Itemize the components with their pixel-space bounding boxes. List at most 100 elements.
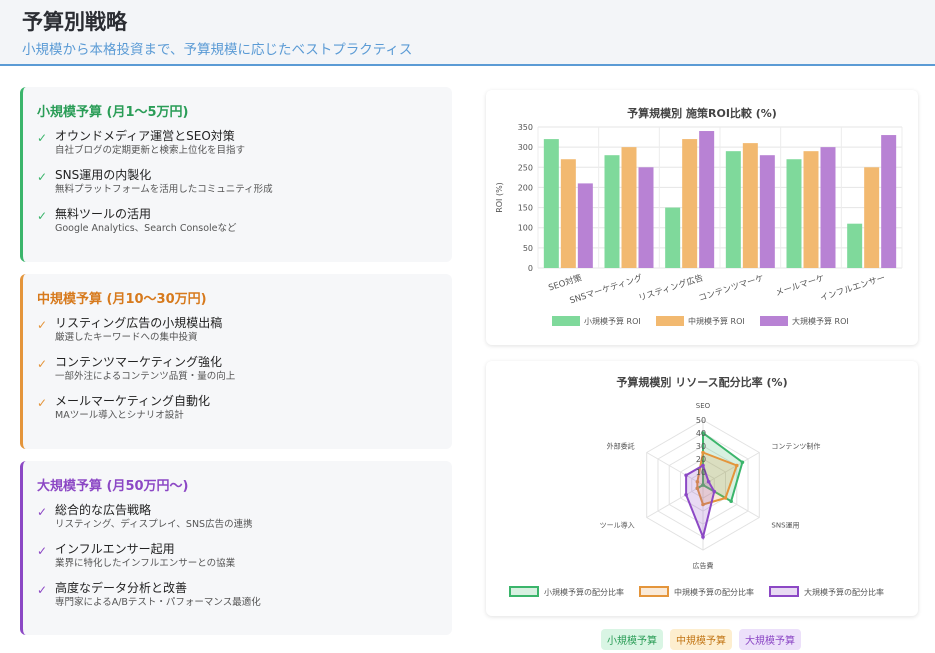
x-tick-label: リスティング広告 bbox=[637, 272, 705, 303]
y-tick-label: 200 bbox=[518, 183, 533, 192]
check-icon: ✓ bbox=[37, 505, 48, 519]
list-item: ✓ オウンドメディア運営とSEO対策 自社ブログの定期更新と検索上位化を目指す bbox=[37, 128, 440, 158]
badge-large-budget: 大規模予算 bbox=[739, 629, 801, 650]
radar-axis-label: ツール導入 bbox=[600, 521, 635, 530]
legend-label: 中規模予算の配分比率 bbox=[674, 587, 754, 597]
bar bbox=[638, 167, 654, 268]
x-tick-label: コンテンツマーケ bbox=[697, 273, 765, 304]
item-desc: 無料プラットフォームを活用したコミュニティ形成 bbox=[55, 184, 273, 195]
r-tick-label: 40 bbox=[696, 429, 706, 438]
card-title: 小規模予算 (月1〜5万円) bbox=[37, 105, 189, 120]
radar-axis-label: SEO bbox=[696, 402, 711, 410]
list-item: ✓ コンテンツマーケティング強化 一部外注によるコンテンツ品質・量の向上 bbox=[37, 354, 440, 384]
list-item: ✓ 総合的な広告戦略リスティング、ディスプレイ、SNS広告の連携 bbox=[37, 502, 440, 532]
radar-spoke bbox=[646, 452, 704, 486]
y-tick-label: 0 bbox=[528, 264, 533, 273]
check-icon: ✓ bbox=[37, 396, 48, 410]
chart-title: 予算規模別 施策ROI比較 (%) bbox=[627, 106, 777, 120]
list-item: ✓ メールマーケティング自動化 MAツール導入とシナリオ設計 bbox=[37, 393, 440, 423]
badge-medium-budget: 中規模予算 bbox=[670, 629, 732, 650]
check-icon: ✓ bbox=[37, 131, 48, 145]
y-tick-label: 50 bbox=[523, 244, 533, 253]
check-icon: ✓ bbox=[37, 209, 48, 223]
legend-swatch bbox=[509, 586, 539, 597]
check-icon: ✓ bbox=[37, 583, 48, 597]
radar-point bbox=[729, 499, 733, 504]
chart-title: 予算規模別 リソース配分比率 (%) bbox=[616, 375, 787, 389]
legend-label: 小規模予算 ROI bbox=[584, 316, 641, 326]
y-tick-label: 250 bbox=[518, 163, 533, 172]
radar-point bbox=[695, 486, 700, 491]
item-desc: Google Analytics、Search Consoleなど bbox=[55, 223, 237, 234]
r-tick-label: 50 bbox=[696, 416, 706, 425]
item-title: 高度なデータ分析と改善 bbox=[55, 581, 188, 595]
legend-swatch bbox=[760, 316, 788, 326]
radar-point bbox=[701, 502, 705, 507]
bar bbox=[786, 159, 802, 268]
item-desc: MAツール導入とシナリオ設計 bbox=[55, 410, 184, 421]
radar-spoke bbox=[646, 484, 704, 518]
legend-label: 大規模予算の配分比率 bbox=[804, 587, 884, 597]
item-title: SNS運用の内製化 bbox=[55, 168, 152, 182]
item-desc: 専門家によるA/Bテスト・パフォーマンス最適化 bbox=[55, 597, 261, 608]
check-icon: ✓ bbox=[37, 357, 48, 371]
item-desc: 厳選したキーワードへの集中投資 bbox=[55, 332, 198, 343]
card-medium-budget: 中規模予算 (月10〜30万円) ✓ リスティング広告の小規模出稿 厳選したキーワ… bbox=[20, 274, 452, 449]
radar-point bbox=[712, 489, 717, 494]
x-tick-label: SEO対策 bbox=[547, 272, 584, 293]
item-desc: リスティング、ディスプレイ、SNS広告の連携 bbox=[55, 519, 253, 530]
item-title: メールマーケティング自動化 bbox=[55, 394, 211, 408]
bar bbox=[742, 143, 758, 268]
list-item: ✓ インフルエンサー起用 業界に特化したインフルエンサーとの協業 bbox=[37, 541, 440, 571]
card-small-budget: 小規模予算 (月1〜5万円) ✓ オウンドメディア運営とSEO対策 自社ブログの定… bbox=[20, 87, 452, 262]
radar-point bbox=[740, 460, 745, 465]
legend-label: 大規模予算 ROI bbox=[792, 316, 849, 326]
x-tick-label: メールマーケ bbox=[774, 273, 826, 298]
check-icon: ✓ bbox=[37, 318, 48, 332]
radar-point bbox=[701, 535, 705, 539]
list-item: ✓ 無料ツールの活用 Google Analytics、Search Consol… bbox=[37, 206, 440, 236]
page-subtitle: 小規模から本格投資まで、予算規模に応じたベストプラクティス bbox=[22, 42, 413, 58]
y-axis-label: ROI (%) bbox=[495, 182, 504, 213]
radar-point bbox=[684, 492, 688, 497]
radar-point bbox=[701, 431, 705, 435]
y-tick-label: 300 bbox=[518, 143, 533, 152]
bar bbox=[604, 155, 620, 268]
legend-swatch bbox=[639, 586, 669, 597]
resource-radar-chart: 予算規模別 リソース配分比率 (%) 10 20 30 40 50 SEO コンテンツ制作 SN… bbox=[509, 375, 884, 597]
roi-bar-chart: 予算規模別 施策ROI比較 (%) 0 50 100 150 200 250 300 350 RO… bbox=[495, 106, 903, 326]
page-header: 予算別戦略 小規模から本格投資まで、予算規模に応じたベストプラクティス bbox=[0, 0, 935, 66]
bar bbox=[759, 155, 775, 268]
radar-point bbox=[684, 473, 688, 478]
r-tick-label: 30 bbox=[696, 442, 706, 451]
item-title: インフルエンサー起用 bbox=[55, 542, 175, 556]
item-title: リスティング広告の小規模出稿 bbox=[55, 316, 223, 330]
radar-point bbox=[734, 463, 739, 468]
bar bbox=[543, 139, 559, 268]
legend-label: 小規模予算の配分比率 bbox=[544, 587, 624, 597]
item-title: 無料ツールの活用 bbox=[55, 207, 152, 221]
item-desc: 業界に特化したインフルエンサーとの協業 bbox=[55, 558, 236, 569]
radar-point bbox=[701, 483, 705, 487]
radar-point bbox=[723, 496, 728, 500]
bar bbox=[665, 207, 681, 268]
list-item: ✓ リスティング広告の小規模出稿 厳選したキーワードへの集中投資 bbox=[37, 315, 440, 345]
bar bbox=[577, 183, 593, 268]
bar bbox=[803, 151, 819, 268]
card-title: 中規模予算 (月10〜30万円) bbox=[37, 292, 207, 307]
check-icon: ✓ bbox=[37, 170, 48, 184]
legend-swatch bbox=[769, 586, 799, 597]
radar-point bbox=[695, 479, 700, 484]
item-desc: 一部外注によるコンテンツ品質・量の向上 bbox=[55, 371, 236, 382]
bar bbox=[847, 223, 863, 268]
radar-axis-label: コンテンツ制作 bbox=[771, 442, 820, 451]
item-title: 総合的な広告戦略 bbox=[55, 503, 152, 517]
x-tick-label: インフルエンサー bbox=[819, 273, 887, 303]
card-large-budget: 大規模予算 (月50万円〜) ✓ 総合的な広告戦略リスティング、ディスプレイ、S… bbox=[20, 461, 452, 635]
r-tick-label: 10 bbox=[696, 468, 706, 477]
bar bbox=[682, 139, 698, 268]
legend-label: 中規模予算 ROI bbox=[688, 316, 745, 326]
radar-axis-label: 外部委託 bbox=[607, 442, 635, 451]
bar bbox=[560, 159, 576, 268]
card-title: 大規模予算 (月50万円〜) bbox=[37, 479, 189, 494]
